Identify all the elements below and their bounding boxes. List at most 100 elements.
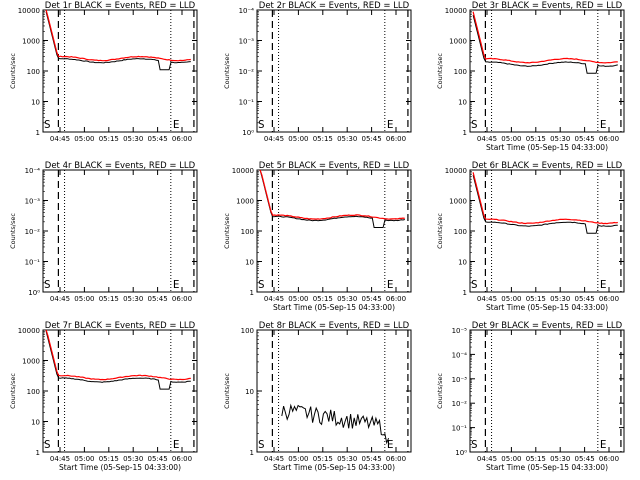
series-red <box>472 11 618 64</box>
y-tick-label: 10⁻³ <box>25 198 41 206</box>
x-tick-label: 05:15 <box>313 455 333 463</box>
x-axis-label: Start Time (05-Sep-15 04:33:00) <box>486 143 608 152</box>
y-tick-label: 10⁻⁴ <box>25 167 41 175</box>
y-tick-label: 100 <box>27 68 40 76</box>
x-tick-label: 05:45 <box>148 295 168 303</box>
chart-panel-4: Det 4r BLACK = Events, RED = LLD 10⁰ 10⁻¹ 1… <box>9 161 198 303</box>
end-marker: E <box>173 118 180 131</box>
panel-title: Det 4r BLACK = Events, RED = LLD <box>45 161 196 171</box>
x-tick-label: 04:45 <box>477 295 497 303</box>
x-tick-label: 05:30 <box>123 295 143 303</box>
end-marker: E <box>173 438 180 451</box>
x-tick-label: 05:00 <box>501 455 521 463</box>
chart-panel-7: Det 7r BLACK = Events, RED = LLD 1 10 100 10… <box>9 321 198 472</box>
start-marker: S <box>44 118 51 131</box>
start-marker: S <box>258 118 265 131</box>
chart-panel-3: Det 3r BLACK = Events, RED = LLD 1 10 100 10… <box>436 1 625 152</box>
x-tick-label: 04:45 <box>50 135 70 143</box>
x-tick-label: 05:45 <box>362 455 382 463</box>
x-tick-label: 05:00 <box>288 135 308 143</box>
y-tick-label: 1 <box>463 129 467 137</box>
plot-frame <box>469 329 625 453</box>
y-tick-label: 10⁻² <box>25 228 41 236</box>
x-tick-label: 06:00 <box>172 135 192 143</box>
y-tick-label: 10⁰ <box>242 129 254 137</box>
x-tick-label: 05:30 <box>550 135 570 143</box>
x-tick-label: 05:45 <box>148 455 168 463</box>
end-marker: E <box>387 278 394 291</box>
y-tick-label: 10 <box>458 99 467 107</box>
series-black <box>45 11 191 71</box>
series-black <box>45 330 191 390</box>
x-tick-label: 05:45 <box>575 455 595 463</box>
x-tick-label: 05:30 <box>550 295 570 303</box>
x-tick-label: 05:30 <box>550 455 570 463</box>
panel-title: Det 2r BLACK = Events, RED = LLD <box>259 1 410 11</box>
start-marker: S <box>258 278 265 291</box>
series-black <box>281 403 390 445</box>
x-tick-label: 05:30 <box>337 135 357 143</box>
panel-title: Det 6r BLACK = Events, RED = LLD <box>472 161 623 171</box>
x-tick-label: 06:00 <box>386 455 406 463</box>
x-tick-label: 05:00 <box>74 135 94 143</box>
y-tick-label: 10⁻² <box>452 400 468 408</box>
chart-panel-2: Det 2r BLACK = Events, RED = LLD 10⁰ 10⁻¹ 1… <box>223 1 412 143</box>
panel-title: Det 5r BLACK = Events, RED = LLD <box>259 161 410 171</box>
x-axis-label: Start Time (05-Sep-15 04:33:00) <box>273 303 395 312</box>
series-red <box>472 172 618 225</box>
start-marker: S <box>44 278 51 291</box>
x-tick-label: 05:00 <box>501 295 521 303</box>
y-tick-label: 10⁻¹ <box>452 425 468 433</box>
x-tick-label: 06:00 <box>386 295 406 303</box>
panel-title: Det 1r BLACK = Events, RED = LLD <box>45 1 196 11</box>
x-tick-label: 06:00 <box>172 455 192 463</box>
y-tick-label: 100 <box>241 228 254 236</box>
chart-panel-8: Det 8r BLACK = Events, RED = LLD 1 10 100 Co… <box>223 321 412 472</box>
y-tick-label: 10000 <box>18 7 40 15</box>
x-axis-label: Start Time (05-Sep-15 04:33:00) <box>486 303 608 312</box>
y-tick-label: 1000 <box>22 38 40 46</box>
y-axis-label: Counts/sec <box>223 213 231 249</box>
y-axis-label: Counts/sec <box>9 373 17 409</box>
chart-panel-6: Det 6r BLACK = Events, RED = LLD 1 10 100 10… <box>436 161 625 312</box>
y-tick-label: 10⁻³ <box>239 38 255 46</box>
x-tick-label: 06:00 <box>599 135 619 143</box>
chart-panel-5: Det 5r BLACK = Events, RED = LLD 1 10 100 10… <box>223 161 412 312</box>
y-tick-label: 10⁻¹ <box>25 259 41 267</box>
y-tick-label: 1000 <box>236 198 254 206</box>
x-axis-label: Start Time (05-Sep-15 04:33:00) <box>273 463 395 472</box>
series-red <box>259 169 405 220</box>
y-tick-label: 100 <box>454 68 467 76</box>
y-tick-label: 10000 <box>232 167 254 175</box>
y-tick-label: 100 <box>454 228 467 236</box>
chart-panel-9: Det 9r BLACK = Events, RED = LLD 10⁰ 10⁻¹ 1… <box>436 321 625 472</box>
series-red <box>45 9 191 62</box>
x-tick-label: 04:45 <box>50 295 70 303</box>
x-tick-label: 05:45 <box>362 295 382 303</box>
y-tick-label: 10000 <box>445 167 467 175</box>
start-marker: S <box>258 438 265 451</box>
x-tick-label: 05:15 <box>526 295 546 303</box>
y-tick-label: 1 <box>250 289 254 297</box>
x-tick-label: 04:45 <box>50 455 70 463</box>
x-tick-label: 05:45 <box>362 135 382 143</box>
series-black <box>472 174 618 234</box>
start-marker: S <box>471 118 478 131</box>
y-tick-label: 10 <box>245 388 254 396</box>
x-tick-label: 05:00 <box>288 455 308 463</box>
x-tick-label: 05:30 <box>123 455 143 463</box>
x-tick-label: 04:45 <box>264 295 284 303</box>
x-tick-label: 05:30 <box>337 455 357 463</box>
x-tick-label: 04:45 <box>477 455 497 463</box>
series-black <box>259 169 405 228</box>
y-axis-label: Counts/sec <box>223 373 231 409</box>
y-tick-label: 1000 <box>449 198 467 206</box>
y-tick-label: 10⁻³ <box>452 376 468 384</box>
start-marker: S <box>44 438 51 451</box>
y-tick-label: 10⁻⁴ <box>239 7 255 15</box>
y-tick-label: 10⁻¹ <box>239 99 255 107</box>
series-red <box>45 329 191 381</box>
x-tick-label: 06:00 <box>599 455 619 463</box>
y-tick-label: 10 <box>245 259 254 267</box>
